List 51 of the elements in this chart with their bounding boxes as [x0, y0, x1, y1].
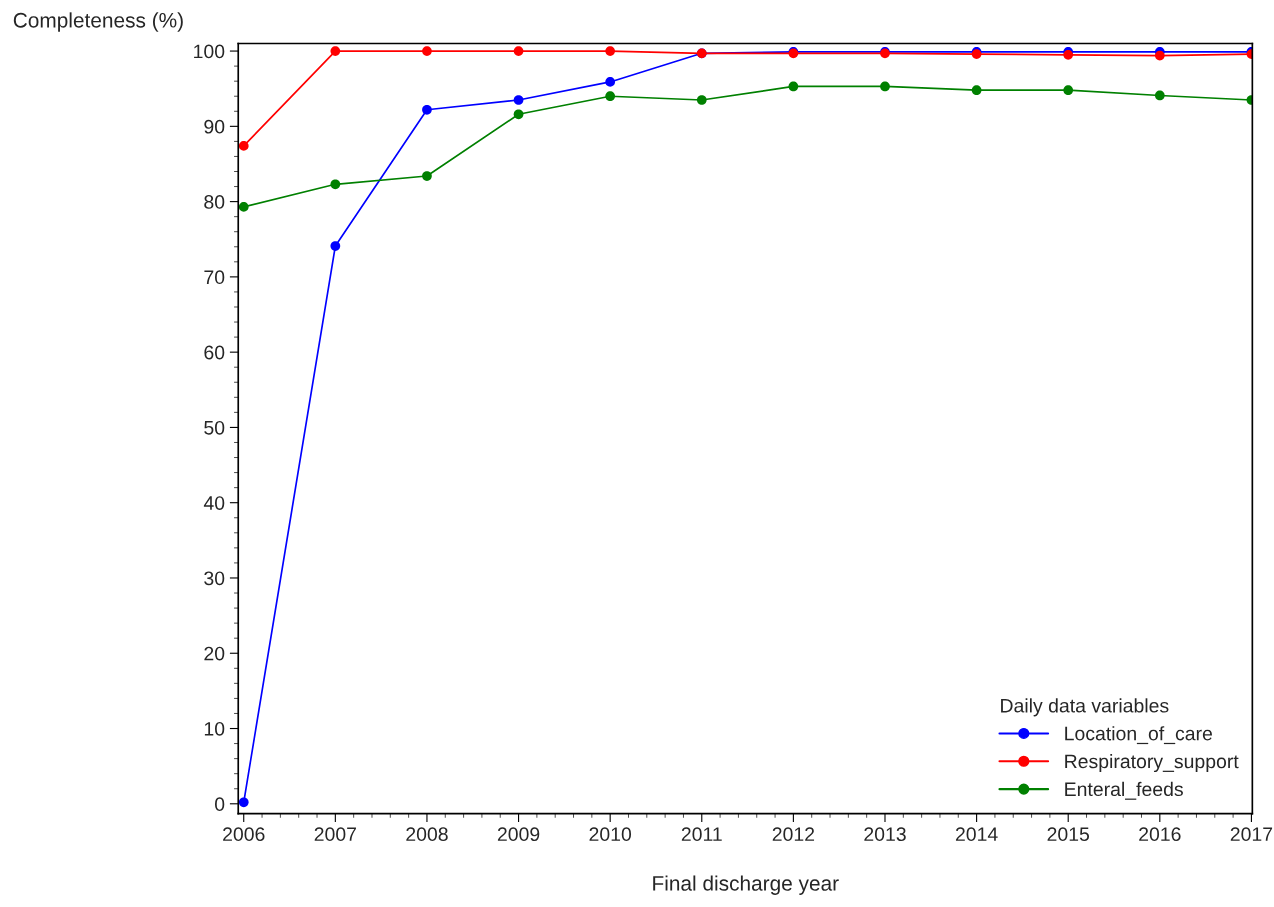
- point: [513, 46, 524, 56]
- point: [238, 141, 249, 151]
- y-tick-label: 90: [204, 119, 225, 134]
- y-tick-label: 50: [204, 420, 225, 435]
- point: [330, 46, 341, 56]
- x-tick-label: 2015: [1047, 827, 1090, 842]
- point: [1154, 90, 1165, 101]
- point: [1154, 50, 1165, 61]
- point: [788, 81, 799, 92]
- y-tick-label: 0: [214, 797, 225, 812]
- point: [513, 109, 524, 120]
- x-tick-label: 2017: [1230, 827, 1273, 842]
- point: [513, 95, 524, 105]
- x-tick-label: 2009: [497, 827, 540, 842]
- legend-label: Respiratory_support: [1065, 753, 1239, 773]
- x-tick-label: 2013: [864, 827, 906, 842]
- point: [422, 46, 432, 56]
- y-tick-label: 70: [204, 270, 225, 285]
- point: [422, 104, 432, 115]
- y-axis-title: Completeness (%): [13, 12, 183, 32]
- point: [605, 91, 616, 102]
- point: [1063, 85, 1074, 96]
- point: [605, 77, 616, 87]
- point: [971, 85, 982, 96]
- point: [422, 171, 432, 181]
- y-tick-label: 80: [204, 195, 225, 209]
- point: [696, 95, 707, 105]
- legend-label: Enteral_feeds: [1065, 781, 1183, 800]
- point: [605, 46, 616, 56]
- legend-title: Daily data variables: [1001, 698, 1169, 717]
- y-tick-label: 30: [204, 571, 225, 586]
- legend-label: Location_of_care: [1065, 726, 1212, 745]
- x-tick-label: 2016: [1139, 827, 1181, 842]
- x-tick-label: 2010: [589, 827, 632, 842]
- x-tick-label: 2012: [772, 827, 815, 842]
- x-tick-label: 2008: [406, 827, 448, 842]
- point: [880, 81, 890, 92]
- point: [238, 797, 249, 808]
- x-axis-title: Final discharge year: [653, 875, 839, 895]
- y-tick-label: 100: [194, 44, 225, 59]
- x-tick-label: 2007: [314, 827, 356, 842]
- y-tick-label: 20: [204, 646, 225, 661]
- y-tick-label: 60: [204, 345, 225, 360]
- point: [330, 241, 341, 251]
- point: [330, 179, 341, 190]
- x-tick-label: 2011: [681, 827, 722, 842]
- x-tick-label: 2006: [223, 827, 265, 842]
- x-tick-label: 2014: [955, 827, 998, 842]
- y-tick-label: 40: [203, 496, 225, 510]
- point: [238, 202, 249, 212]
- y-tick-label: 10: [204, 721, 225, 736]
